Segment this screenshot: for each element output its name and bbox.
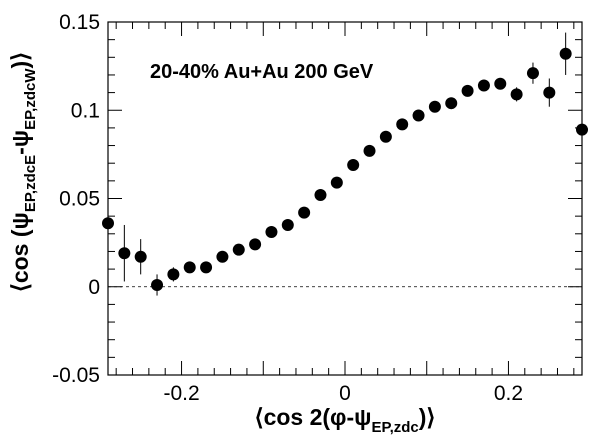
x-axis-title-subscript: EP,zdc xyxy=(372,419,419,436)
data-point xyxy=(428,100,441,113)
data-point xyxy=(249,238,262,251)
data-point xyxy=(281,218,294,231)
axis-layer: -0.05 0 0.05 0.1 0.15 -0.2 0 0.2 xyxy=(52,11,583,405)
y-axis-title-middle: -ψ xyxy=(7,130,33,155)
data-point xyxy=(330,176,343,189)
data-point xyxy=(167,268,180,281)
data-point xyxy=(265,226,278,239)
y-tick-label: 0.1 xyxy=(71,99,100,122)
data-point xyxy=(363,144,376,157)
x-axis-title-prefix: ⟨cos 2(φ-ψ xyxy=(255,404,372,430)
x-tick-label: 0 xyxy=(339,382,351,405)
chart-annotation: 20-40% Au+Au 200 GeV xyxy=(150,61,374,83)
y-tick-label: -0.05 xyxy=(52,364,100,387)
data-point xyxy=(216,250,229,263)
data-point xyxy=(151,278,164,291)
data-point xyxy=(183,261,196,274)
data-point xyxy=(232,243,245,256)
y-axis-title-suffix: )⟩ xyxy=(7,52,33,69)
data-point xyxy=(379,130,392,143)
data-point xyxy=(347,158,360,171)
y-axis-title-prefix: ⟨cos (ψ xyxy=(7,212,33,292)
data-point xyxy=(396,118,409,131)
y-axis-title-subscript-1: EP,zdcE xyxy=(22,155,39,212)
data-point xyxy=(559,47,572,60)
plot-layer xyxy=(102,32,588,296)
data-point xyxy=(118,247,131,260)
y-tick-label: 0.05 xyxy=(59,188,100,211)
data-point xyxy=(494,77,507,90)
data-point xyxy=(477,79,490,92)
data-point xyxy=(134,250,147,263)
data-point xyxy=(298,206,311,219)
data-point xyxy=(445,97,458,110)
y-axis-title: ⟨cos (ψEP,zdcE-ψEP,zdcW)⟩ xyxy=(7,52,39,292)
data-point xyxy=(510,88,523,101)
x-axis-title-suffix: )⟩ xyxy=(419,404,436,430)
x-axis-title: ⟨cos 2(φ-ψEP,zdc)⟩ xyxy=(255,404,436,436)
y-axis-title-subscript-2: EP,zdcW xyxy=(22,68,39,130)
y-tick-label: 0 xyxy=(88,276,100,299)
y-tick-label: 0.15 xyxy=(59,11,100,34)
data-point xyxy=(200,261,213,274)
data-point xyxy=(543,86,556,99)
data-point xyxy=(526,67,539,80)
data-point xyxy=(412,109,425,122)
data-point xyxy=(461,84,474,97)
x-tick-label: 0.2 xyxy=(494,382,523,405)
data-point xyxy=(314,188,327,201)
x-tick-label: -0.2 xyxy=(163,382,199,405)
